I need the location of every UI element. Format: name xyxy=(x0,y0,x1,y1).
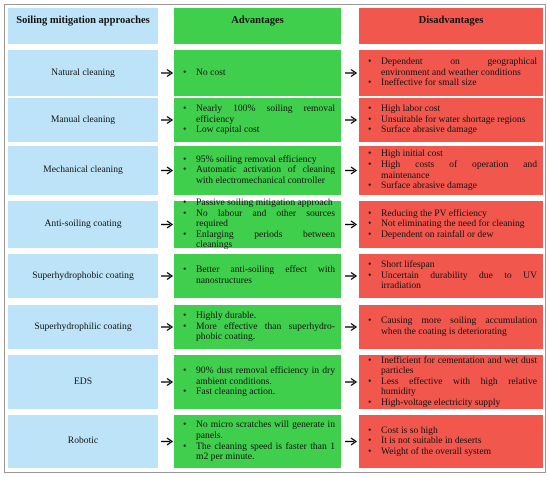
advantage-item: Better anti-soiling effect with nanostru… xyxy=(182,265,335,286)
disadvantage-item: It is not suitable in deserts xyxy=(367,436,537,447)
advantages-cell: Better anti-soiling effect with nanostru… xyxy=(174,254,341,298)
disadvantage-item: Reducing the PV efficiency xyxy=(367,208,537,220)
frame xyxy=(4,4,546,473)
disadvantage-item: Causing more soiling accumulation when t… xyxy=(367,316,537,337)
disadvantage-item: Less effective with high relative humidi… xyxy=(367,376,537,398)
arrow xyxy=(161,377,174,387)
advantages-cell: Highly durable.More effective than super… xyxy=(174,305,341,349)
approach-cell: Robotic xyxy=(8,415,158,468)
advantage-item: Automatic activation of cleaning with el… xyxy=(182,164,335,186)
disadvantages-cell: Cost is so highIt is not suitable in des… xyxy=(359,415,543,468)
disadvantages-cell: Short lifespanUncertain durability due t… xyxy=(359,254,543,298)
arrow xyxy=(161,68,174,78)
disadvantage-item: Weight of the overall system xyxy=(367,446,537,458)
approach-cell: Anti-soiling coating xyxy=(8,201,158,248)
disadvantage-item: Unsuitable for water shortage regions xyxy=(367,114,537,126)
advantage-item: Enlarging periods between cleanings xyxy=(182,229,335,251)
advantage-item: Fast cleaning action. xyxy=(182,387,335,398)
approach-cell: Manual cleaning xyxy=(8,98,158,142)
disadvantage-item: High costs of operation and maintenance xyxy=(367,159,537,181)
disadvantage-item: Short lifespan xyxy=(367,260,537,271)
approach-cell: EDS xyxy=(8,355,158,409)
approach-cell: Superhydrophilic coating xyxy=(8,305,158,349)
disadvantages-cell: Inefficient for cementation and wet dust… xyxy=(359,355,543,409)
arrow xyxy=(345,115,358,125)
disadvantages-cell: High initial costHigh costs of operation… xyxy=(359,146,543,195)
advantage-item: Nearly 100% soiling removal efficiency xyxy=(182,103,335,125)
disadvantage-item: High initial cost xyxy=(367,149,537,160)
disadvantages-cell: High labor costUnsuitable for water shor… xyxy=(359,98,543,142)
advantage-item: Highly durable. xyxy=(182,311,335,322)
advantage-item: The cleaning speed is faster than 1 m2 p… xyxy=(182,441,335,463)
advantages-cell: 95% soiling removal efficiencyAutomatic … xyxy=(174,146,341,195)
advantage-item: Passive soiling mitigation approach xyxy=(182,197,335,209)
arrow xyxy=(161,322,174,332)
advantages-cell: Nearly 100% soiling removal efficiencyLo… xyxy=(174,98,341,142)
arrow xyxy=(345,322,358,332)
approach-cell: Mechanical cleaning xyxy=(8,146,158,195)
arrow xyxy=(161,220,174,229)
disadvantages-cell: Dependent on geographical environment an… xyxy=(359,50,543,96)
advantage-item: No labour and other sources required xyxy=(182,208,335,230)
disadvantages-cell: Causing more soiling accumulation when t… xyxy=(359,305,543,349)
disadvantage-item: Surface abrasive damage xyxy=(367,125,537,136)
disadvantage-item: Inefficient for cementation and wet dust… xyxy=(367,355,537,377)
disadvantage-item: Ineffective for small size xyxy=(367,78,537,89)
arrow xyxy=(161,166,174,175)
advantage-item: 90% dust removal efficiency in dry ambie… xyxy=(182,365,335,387)
disadvantage-item: Surface abrasive damage xyxy=(367,180,537,192)
arrow xyxy=(161,115,174,125)
advantages-cell: Passive soiling mitigation approachNo la… xyxy=(174,197,341,251)
disadvantage-item: Dependent on geographical environment an… xyxy=(367,56,537,78)
arrow xyxy=(345,166,358,175)
advantage-item: More effective than superhydro-phobic co… xyxy=(182,321,335,343)
approach-cell: Superhydrophobic coating xyxy=(8,254,158,298)
advantage-item: No cost xyxy=(182,67,335,79)
advantage-item: 95% soiling removal efficiency xyxy=(182,154,335,166)
header-approach: Soiling mitigation approaches xyxy=(8,8,158,44)
disadvantage-item: High labor cost xyxy=(367,104,537,115)
disadvantage-item: Not eliminating the need for cleaning xyxy=(367,219,537,230)
approach-cell: Natural cleaning xyxy=(8,50,158,96)
arrow xyxy=(161,271,174,281)
header-advantages: Advantages xyxy=(174,8,341,44)
arrow xyxy=(345,220,358,229)
advantages-cell: No micro scratches will generate in pane… xyxy=(174,415,341,468)
disadvantage-item: Cost is so high xyxy=(367,425,537,437)
advantage-item: No micro scratches will generate in pane… xyxy=(182,419,335,441)
disadvantage-item: Dependent on rainfall or dew xyxy=(367,229,537,241)
advantages-cell: No cost xyxy=(174,50,341,96)
arrow xyxy=(345,377,358,387)
arrow xyxy=(161,437,174,446)
arrow xyxy=(345,437,358,446)
advantages-cell: 90% dust removal efficiency in dry ambie… xyxy=(174,355,341,409)
arrow xyxy=(345,68,358,78)
disadvantage-item: Uncertain durability due to UV irradiati… xyxy=(367,270,537,292)
advantage-item: Low capital cost xyxy=(182,125,335,136)
arrow xyxy=(345,271,358,281)
disadvantage-item: High-voltage electricity supply xyxy=(367,397,537,409)
disadvantages-cell: Reducing the PV efficiencyNot eliminatin… xyxy=(359,201,543,248)
header-disadvantages: Disadvantages xyxy=(359,8,543,44)
